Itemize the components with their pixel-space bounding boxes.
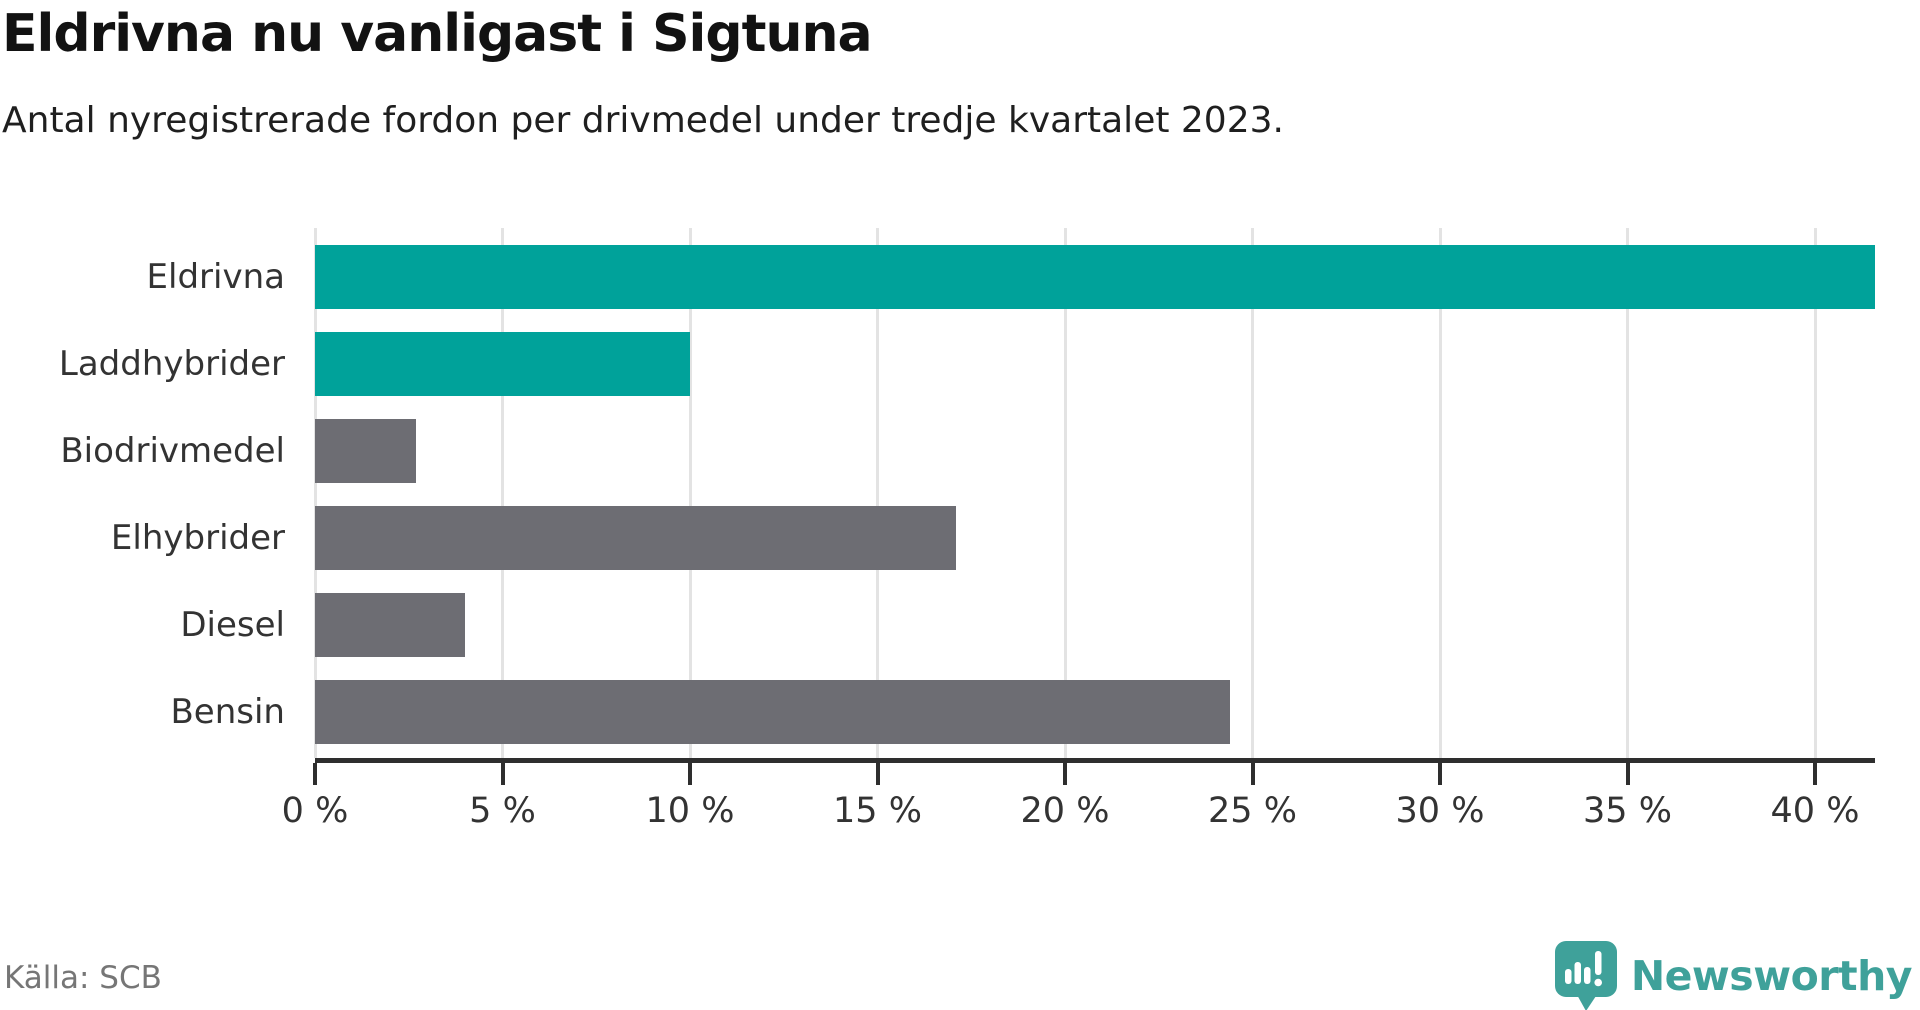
bar bbox=[315, 418, 417, 483]
gridline-40 bbox=[1813, 228, 1817, 758]
tick-label: 0 % bbox=[281, 791, 349, 831]
x-axis-line bbox=[315, 758, 1875, 763]
tick-mark-40 bbox=[1813, 763, 1817, 785]
newsworthy-speech-bubble-bar-chart-icon bbox=[1554, 941, 1617, 1010]
tick-mark-15 bbox=[875, 763, 880, 785]
category-label: Laddhybrider bbox=[58, 343, 285, 384]
category-label: Elhybrider bbox=[110, 517, 285, 558]
bar-track bbox=[315, 505, 1875, 570]
bar-track bbox=[315, 679, 1875, 744]
bar-track bbox=[315, 418, 1875, 483]
newsworthy-logo-text: Newsworthy bbox=[1630, 952, 1913, 1000]
bar-row: Bensin bbox=[0, 668, 1920, 755]
bar-row: Biodrivmedel bbox=[0, 407, 1920, 494]
bar bbox=[315, 679, 1230, 744]
tick-label: 20 % bbox=[1020, 791, 1110, 831]
bar bbox=[315, 244, 1875, 309]
category-label: Eldrivna bbox=[146, 256, 285, 297]
gridlines bbox=[313, 228, 1875, 758]
gridline-5 bbox=[501, 228, 504, 758]
tick-label: 5 % bbox=[469, 791, 536, 831]
bar bbox=[315, 505, 957, 570]
gridline-35 bbox=[1626, 228, 1629, 758]
tick-label: 15 % bbox=[833, 791, 922, 831]
tick-label: 30 % bbox=[1395, 791, 1485, 831]
bar-track bbox=[315, 331, 1875, 396]
gridline-20 bbox=[1063, 228, 1067, 758]
tick-label: 40 % bbox=[1770, 791, 1860, 831]
tick-mark-5 bbox=[500, 763, 505, 785]
tick-label: 10 % bbox=[645, 791, 735, 831]
tick-label: 35 % bbox=[1583, 791, 1672, 831]
tick-mark-25 bbox=[1250, 763, 1255, 785]
chart-subtitle: Antal nyregistrerade fordon per drivmede… bbox=[2, 100, 1284, 141]
bar-row: Laddhybrider bbox=[0, 320, 1920, 407]
x-axis-ticks: 0 % 5 % 10 % 15 % 20 % 25 % 30 % 35 % 40 % bbox=[282, 763, 1875, 833]
category-label: Diesel bbox=[180, 604, 285, 645]
category-label: Biodrivmedel bbox=[60, 430, 285, 471]
bar-row: Elhybrider bbox=[0, 494, 1920, 581]
tick-mark-30 bbox=[1438, 763, 1442, 785]
bar-track bbox=[315, 244, 1875, 309]
bar-row: Diesel bbox=[0, 581, 1920, 668]
tick-mark-35 bbox=[1625, 763, 1630, 785]
category-label: Bensin bbox=[170, 691, 285, 732]
newsworthy-logo: Newsworthy bbox=[1554, 941, 1913, 1010]
gridline-10 bbox=[688, 228, 692, 758]
bar bbox=[315, 331, 690, 396]
gridline-30 bbox=[1438, 228, 1442, 758]
tick-mark-20 bbox=[1063, 763, 1067, 785]
bar-row: Eldrivna bbox=[0, 233, 1920, 320]
bar-chart: Eldrivna Laddhybrider Biodrivmedel Elhybrid… bbox=[0, 233, 1920, 755]
source-note: Källa: SCB bbox=[4, 960, 162, 996]
bar bbox=[315, 592, 465, 657]
gridline-15 bbox=[876, 228, 879, 758]
gridline-25 bbox=[1251, 228, 1254, 758]
gridline-0 bbox=[313, 228, 317, 758]
chart-title: Eldrivna nu vanligast i Sigtuna bbox=[2, 4, 873, 64]
tick-mark-0 bbox=[313, 763, 317, 785]
tick-mark-10 bbox=[688, 763, 692, 785]
tick-label: 25 % bbox=[1208, 791, 1297, 831]
bar-track bbox=[315, 592, 1875, 657]
